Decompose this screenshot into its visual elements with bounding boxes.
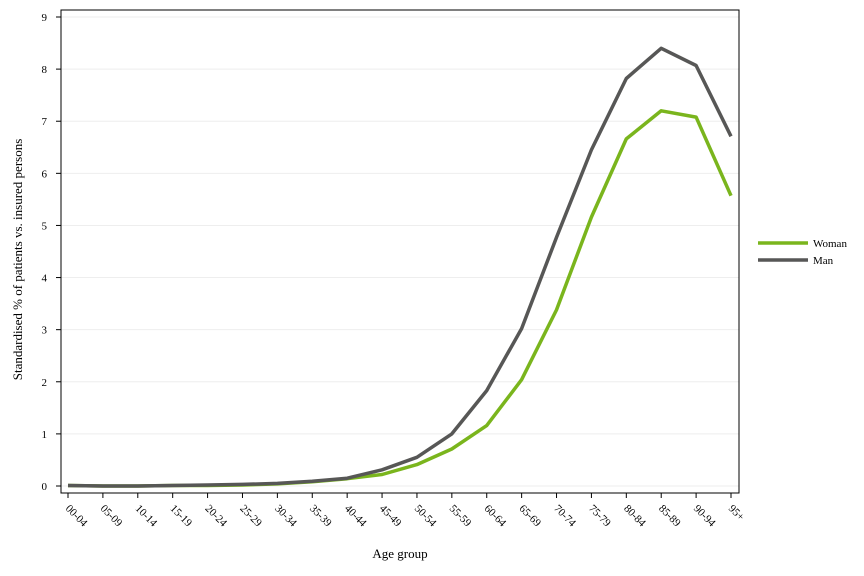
series-line-man [67, 46, 733, 488]
x-tick-label: 45-49 [377, 503, 404, 530]
legend-label-woman: Woman [813, 238, 847, 250]
y-axis: 0 1 2 3 4 5 6 7 8 9 [42, 12, 61, 493]
x-tick-label: 75-79 [586, 503, 613, 530]
y-tick-label: 2 [42, 377, 48, 389]
x-tick-label: 30-34 [272, 503, 299, 530]
x-tick-label: 10-14 [133, 503, 160, 530]
x-tick-label: 35-39 [307, 503, 334, 530]
y-tick-label: 3 [42, 325, 48, 337]
x-tick-label: 65-69 [517, 503, 544, 530]
x-tick-label: 80-84 [621, 503, 648, 530]
x-tick-label: 40-44 [342, 503, 369, 530]
x-tick-label: 85-89 [656, 503, 683, 530]
y-axis-title: Standardised % of patients vs. insured p… [10, 139, 25, 381]
gridlines [61, 16, 739, 487]
x-axis: 00-04 05-09 10-14 15-19 20-24 25-29 30-34 35-39… [63, 493, 747, 530]
y-tick-label: 7 [42, 116, 48, 128]
y-tick-label: 1 [42, 429, 48, 441]
y-tick-label: 4 [42, 273, 48, 285]
x-tick-label: 70-74 [551, 503, 578, 530]
y-tick-label: 8 [42, 64, 48, 76]
x-tick-label: 60-64 [482, 503, 509, 530]
x-tick-label: 25-29 [237, 503, 264, 530]
x-tick-label: 20-24 [202, 503, 229, 530]
x-axis-title: Age group [372, 546, 427, 561]
x-tick-label: 90-94 [691, 503, 718, 530]
series-line-woman [67, 109, 733, 488]
x-tick-label: 00-04 [63, 503, 90, 530]
y-tick-label: 0 [42, 481, 48, 493]
legend-label-man: Man [813, 255, 834, 267]
x-tick-label: 05-09 [98, 503, 125, 530]
y-tick-label: 6 [42, 168, 48, 180]
x-tick-label: 95+ [726, 503, 747, 524]
legend: Woman Man [758, 238, 847, 267]
x-tick-label: 15-19 [168, 503, 195, 530]
x-tick-label: 55-59 [447, 503, 474, 530]
plot-area-frame [60, 9, 740, 494]
y-tick-label: 9 [42, 12, 48, 24]
x-tick-label: 50-54 [412, 503, 439, 530]
series-lines [67, 46, 733, 488]
y-tick-label: 5 [42, 220, 48, 232]
